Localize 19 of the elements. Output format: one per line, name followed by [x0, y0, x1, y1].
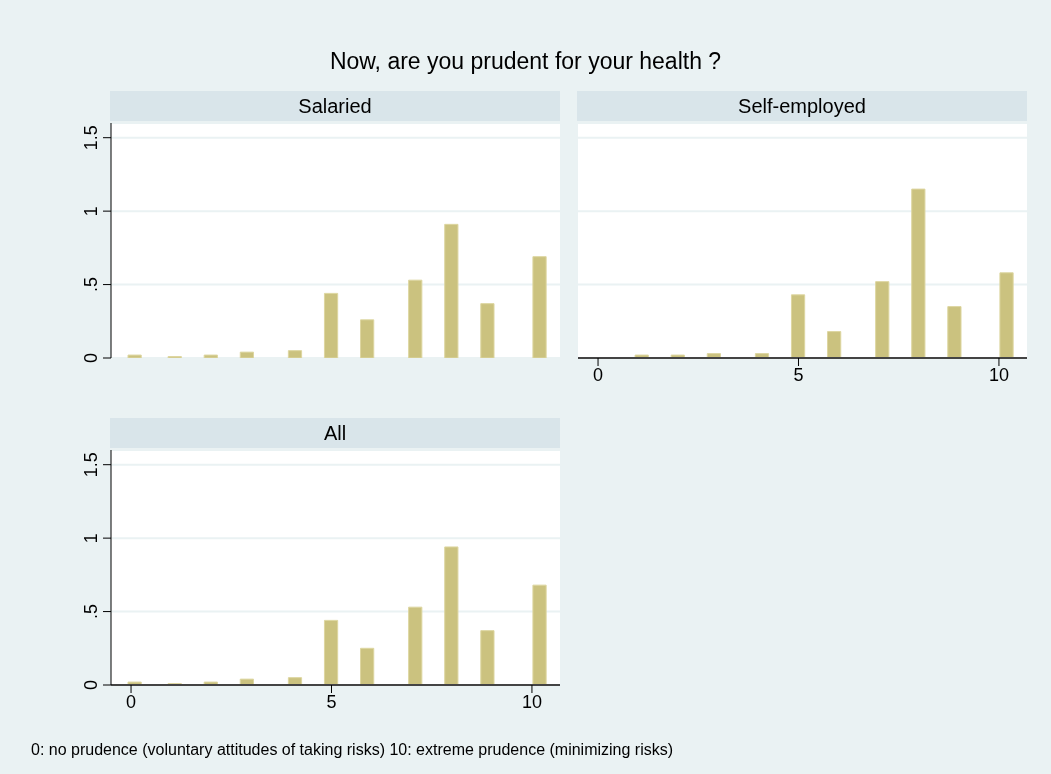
y-tick-label: 1.5 [81, 452, 101, 478]
y-tick-label: 1 [81, 533, 101, 544]
chart-subtitle: Salaried [110, 91, 560, 121]
x-tick-label: 5 [326, 691, 337, 712]
y-tick-label: 1 [81, 206, 101, 217]
y-tick-label: 0 [81, 352, 101, 364]
y-tick-label: .5 [81, 277, 101, 293]
chart-title: All [110, 418, 560, 448]
chart-title: Self-employed [577, 91, 1027, 121]
x-tick-label: 10 [521, 691, 542, 712]
x-axis-title: 0: no prudence (voluntary attitudes of taking risks) 10: extreme prudence (minimizing risks) [31, 741, 675, 759]
y-tick-label: .5 [81, 604, 101, 620]
x-tick-label: 0 [126, 691, 137, 712]
chart-title: Now, are you prudent for your health ? [328, 48, 723, 75]
x-tick-label: 0 [593, 364, 604, 385]
y-tick-label: 1.5 [81, 125, 101, 151]
y-tick-label: 0 [81, 679, 101, 691]
x-tick-label: 5 [793, 364, 804, 385]
x-tick-label: 10 [988, 364, 1009, 385]
